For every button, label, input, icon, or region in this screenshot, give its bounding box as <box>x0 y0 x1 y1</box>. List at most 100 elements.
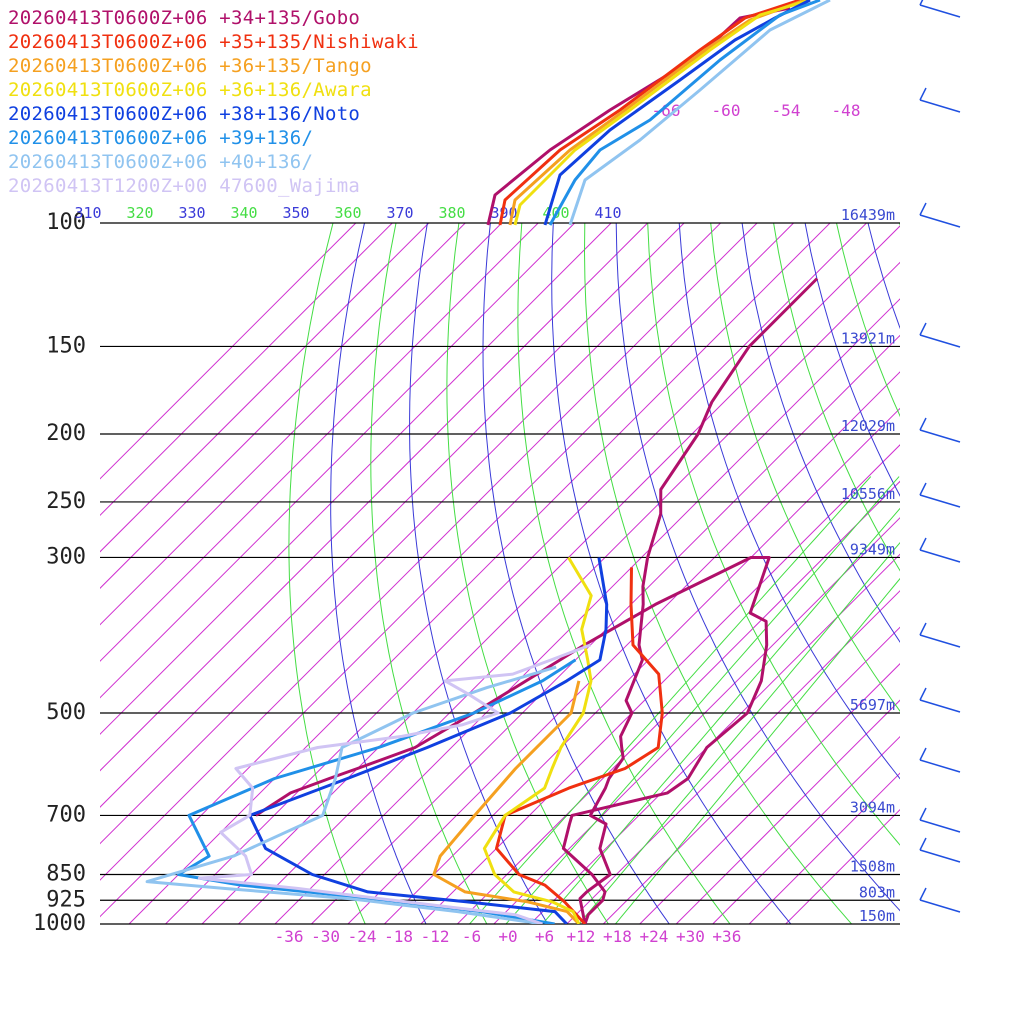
wind-barb <box>919 887 961 913</box>
isotherm-line <box>165 223 867 924</box>
pressure-label: 300 <box>46 544 86 569</box>
temperature-tick-label: +24 <box>639 927 668 946</box>
dry-adiabat-line <box>994 223 1024 924</box>
dry-adiabat-line <box>678 223 900 780</box>
profile-line <box>432 680 581 924</box>
legend: 20260413T0600Z+06 +34+135/Gobo 20260413T… <box>8 6 419 198</box>
profile-line <box>578 277 819 924</box>
height-label: 150m <box>859 907 895 925</box>
isotherm-line <box>100 223 539 662</box>
wind-barb <box>919 87 961 113</box>
pressure-label: 700 <box>46 802 86 827</box>
isotherm-line <box>748 772 900 924</box>
theta-label: 410 <box>594 204 621 222</box>
height-label: 16439m <box>841 206 895 224</box>
isotherm-line <box>274 298 900 924</box>
wind-barb <box>919 0 961 18</box>
temperature-tick-label: -36 <box>275 927 304 946</box>
dry-adiabat-line <box>931 223 1024 924</box>
wind-barb <box>919 747 961 773</box>
pressure-label: 500 <box>46 700 86 725</box>
isotherm-line <box>566 590 900 924</box>
legend-item-wajima: 20260413T1200Z+00 47600_Wajima <box>8 175 361 197</box>
pressure-label: 250 <box>46 489 86 514</box>
dry-adiabat-line <box>330 223 427 924</box>
theta-label: 320 <box>126 204 153 222</box>
temperature-tick-label: +18 <box>603 927 632 946</box>
isotherm-line <box>100 223 685 808</box>
temperature-tick-label: -30 <box>311 927 340 946</box>
profile-line-top <box>548 0 821 226</box>
height-label: 9349m <box>850 540 895 558</box>
dry-adiabat-line <box>647 223 900 846</box>
isotherm-line <box>529 553 900 924</box>
temperature-tick-label: +6 <box>535 927 554 946</box>
theta-label: 350 <box>282 204 309 222</box>
isotherm-line <box>100 223 612 735</box>
pressure-label: 150 <box>46 333 86 358</box>
profile-line <box>248 557 609 924</box>
dry-adiabat-line <box>710 223 900 713</box>
wind-barb <box>919 807 961 833</box>
wind-barb <box>919 322 961 348</box>
temperature-tick-label: +30 <box>676 927 705 946</box>
height-label: 13921m <box>841 329 895 347</box>
dry-adiabat-line <box>482 223 670 924</box>
legend-item-noto: 20260413T0600Z+06 +38+136/Noto <box>8 103 361 125</box>
isotherm-line <box>100 223 393 516</box>
dry-adiabat-line <box>899 223 900 227</box>
isotherm-line <box>100 223 430 553</box>
pressure-label: 1000 <box>33 911 86 936</box>
legend-item-nishiwaki: 20260413T0600Z+06 +35+135/Nishiwaki <box>8 31 419 53</box>
isotherm-top-label: -54 <box>772 101 801 120</box>
isotherm-line <box>639 663 900 924</box>
wind-barbs <box>919 0 961 913</box>
wind-barb <box>919 417 961 443</box>
isotherm-line <box>493 517 900 924</box>
isotherm-top-label: -60 <box>712 101 741 120</box>
isotherm-line <box>675 699 900 924</box>
isotherm-line <box>100 223 357 480</box>
theta-label: 380 <box>438 204 465 222</box>
temperature-tick-label: -12 <box>421 927 450 946</box>
pressure-label: 100 <box>46 210 86 235</box>
legend-item-40-136: 20260413T0600Z+06 +40+136/ <box>8 151 314 173</box>
theta-label: 370 <box>386 204 413 222</box>
moist-adiabat-line <box>505 476 900 924</box>
isotherm-line <box>311 334 900 924</box>
profile-line <box>255 556 771 924</box>
temperature-tick-label: -18 <box>384 927 413 946</box>
height-label: 1508m <box>850 858 895 876</box>
wind-barb <box>919 622 961 648</box>
dry-adiabat-line <box>773 223 900 572</box>
profile-line-top <box>568 0 831 226</box>
isotherm-line <box>238 261 900 924</box>
isotherm-top-label: -48 <box>832 101 861 120</box>
temperature-tick-label: -6 <box>462 927 481 946</box>
isotherm-line <box>347 371 900 924</box>
dry-adiabat-line <box>962 223 1024 924</box>
isotherm-top-label: -66 <box>652 101 681 120</box>
isotherm-line <box>384 407 900 924</box>
profile-line <box>482 556 593 924</box>
profile-line <box>197 643 591 924</box>
dry-adiabat-line <box>836 223 900 418</box>
dry-adiabat-line <box>288 223 366 924</box>
isotherm-line <box>100 223 466 589</box>
isotherm-line <box>100 223 576 699</box>
isotherm-line <box>128 223 831 924</box>
profile-line-top <box>508 0 806 226</box>
moist-adiabat-line <box>542 507 900 924</box>
isotherm-line <box>100 223 721 845</box>
isotherm-line <box>100 223 503 626</box>
theta-label: 360 <box>334 204 361 222</box>
wind-barb <box>919 537 961 563</box>
profile-line-top <box>513 0 811 226</box>
profile-line-top <box>498 0 801 226</box>
height-label: 3094m <box>850 798 895 816</box>
wind-barb <box>919 837 961 863</box>
legend-item-39-136: 20260413T0600Z+06 +39+136/ <box>8 127 314 149</box>
theta-label: 330 <box>178 204 205 222</box>
isotherm-line <box>201 225 900 924</box>
